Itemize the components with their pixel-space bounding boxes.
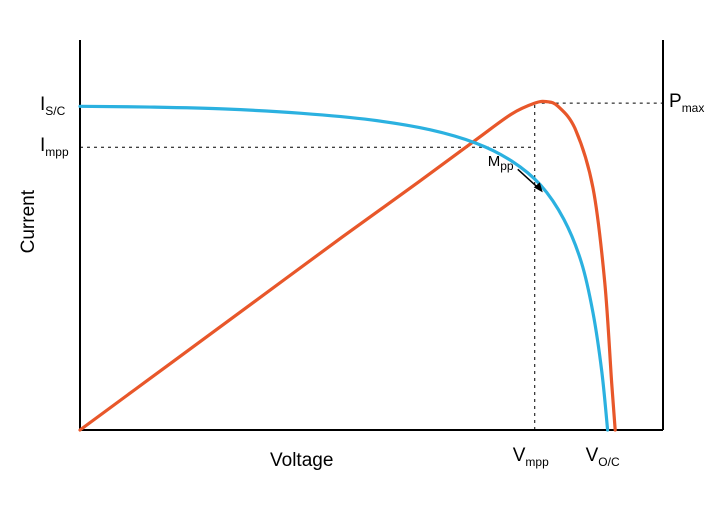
mpp-label: Mpp (488, 153, 514, 173)
y-tick-isc: IS/C (40, 94, 65, 118)
x-axis-label: Voltage (270, 450, 333, 472)
y-axis-label: Current (18, 190, 40, 253)
x-tick-voc: VO/C (586, 445, 620, 469)
chart-svg (0, 0, 713, 506)
pmax-label: Pmax (669, 91, 704, 115)
x-tick-vmpp: Vmpp (513, 445, 549, 469)
iv-pv-chart: Current Voltage IS/C Impp Vmpp VO/C Pmax… (0, 0, 713, 506)
y-tick-impp: Impp (40, 135, 69, 159)
